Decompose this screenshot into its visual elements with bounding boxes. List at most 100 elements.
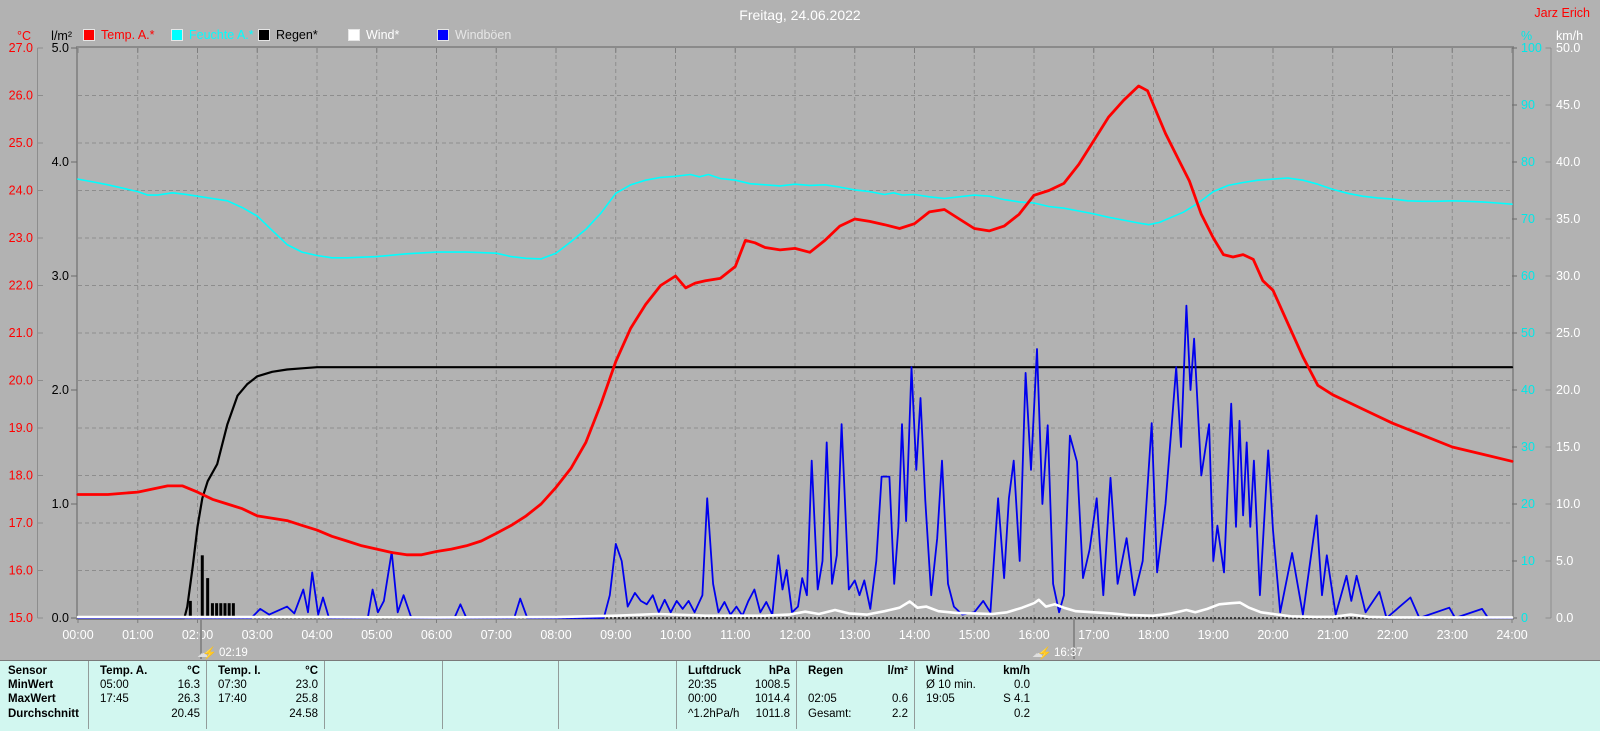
table-col-luftdruck: Luftdruck hPa 20:35 1008.5 00:00 1014.4 ^1.… <box>688 664 790 721</box>
legend-item-gusts: Windböen <box>437 28 511 42</box>
humidity-axis-label: 50 <box>1521 326 1535 340</box>
gusts-swatch-icon <box>437 29 449 41</box>
x-axis-label: 04:00 <box>301 628 332 642</box>
temp-axis-label: 25.0 <box>9 136 33 150</box>
x-axis-label: 06:00 <box>421 628 452 642</box>
table-row-header: MaxWert <box>8 693 56 706</box>
temp-axis-label: 19.0 <box>9 421 33 435</box>
rain-bar <box>215 603 219 618</box>
legend-label-gusts: Windböen <box>455 28 512 42</box>
temp-unit-label: °C <box>17 29 31 43</box>
wind-axis-label: 15.0 <box>1556 440 1580 454</box>
humidity-axis-label: 0 <box>1521 611 1528 625</box>
lightning-icon: ⚡ <box>1037 646 1052 660</box>
humidity-axis-label: 80 <box>1521 155 1535 169</box>
storm-marker-1: ☁ ⚡ 02:19 <box>197 646 248 660</box>
temp-axis-label: 21.0 <box>9 326 33 340</box>
rain-swatch-icon <box>258 29 270 41</box>
x-axis-label: 07:00 <box>481 628 512 642</box>
rain-bar <box>188 600 192 618</box>
rain-axis-label: 2.0 <box>52 383 69 397</box>
max-time: 00:00 <box>688 693 717 706</box>
legend-label-rain: Regen* <box>276 28 318 42</box>
col-header: Temp. I. <box>218 665 261 677</box>
rain-bar <box>227 603 231 618</box>
temp-axis-label: 17.0 <box>9 516 33 530</box>
x-axis-label: 16:00 <box>1018 628 1049 642</box>
wind-axis-label: 35.0 <box>1556 212 1580 226</box>
legend-label-humidity: Feuchte A.* <box>189 28 254 42</box>
wind-axis-label: 30.0 <box>1556 269 1580 283</box>
x-axis-label: 09:00 <box>600 628 631 642</box>
weather-chart: 15.0 16.0 17.0 18.0 19.0 20.0 21.0 22.0 23.0 24.0… <box>9 29 1583 659</box>
wind-axis-label: 50.0 <box>1556 41 1580 55</box>
max-time: 19:05 <box>926 693 955 706</box>
table-row-header: Durchschnitt <box>8 707 79 720</box>
table-divider <box>442 661 443 729</box>
table-divider <box>676 661 677 729</box>
series-feuchte-a- <box>77 173 1513 260</box>
avg-value: 20.45 <box>171 707 200 720</box>
lightning-icon: ⚡ <box>202 646 217 660</box>
temp-axis-label: 27.0 <box>9 41 33 55</box>
min-time: 20:35 <box>688 679 717 692</box>
humidity-axis-label: 30 <box>1521 440 1535 454</box>
col-header: Regen <box>808 665 844 677</box>
x-axis-label: 21:00 <box>1317 628 1348 642</box>
bottom-strip <box>0 731 1600 734</box>
temp-axis-label: 22.0 <box>9 279 33 293</box>
avg-value: 0.0 <box>1014 679 1030 692</box>
wind-unit-label: km/h <box>1556 29 1583 43</box>
storm-marker-2: ☁ ⚡ 16:37 <box>1032 646 1083 660</box>
humidity-axis-label: 40 <box>1521 383 1535 397</box>
max-value: 25.8 <box>295 693 318 706</box>
table-divider <box>558 661 559 729</box>
gust-avg-value: 0.2 <box>1014 707 1030 720</box>
col-header: Temp. A. <box>100 665 148 677</box>
table-col-regen: Regen l/m² 02:05 0.6 Gesamt: 2.2 <box>808 664 908 721</box>
table-col-wind: Wind km/h Ø 10 min. 0.0 19:05 S 4.1 0.2 <box>926 664 1030 721</box>
stats-table: Sensor MinWert MaxWert Durchschnitt Temp… <box>0 660 1600 731</box>
rain-bar <box>200 555 204 618</box>
legend-label-temp: Temp. A.* <box>101 28 155 42</box>
max-time: 02:05 <box>808 693 837 706</box>
min-time: 07:30 <box>218 679 247 692</box>
x-axis-label: 24:00 <box>1496 628 1527 642</box>
legend-item-wind: Wind* <box>348 28 399 42</box>
rain-axis-label: 1.0 <box>52 497 69 511</box>
legend-item-rain: Regen* <box>258 28 318 42</box>
wind-axis-label: 25.0 <box>1556 326 1580 340</box>
x-axis-label: 12:00 <box>779 628 810 642</box>
avg-value: 1011.8 <box>755 707 790 720</box>
max-value: S 4.1 <box>1003 693 1030 706</box>
sum-value: 2.2 <box>892 707 908 720</box>
humidity-axis-label: 20 <box>1521 497 1535 511</box>
humidity-axis-label: 70 <box>1521 212 1535 226</box>
temp-axis-label: 18.0 <box>9 469 33 483</box>
min-value: 23.0 <box>295 679 318 692</box>
rain-bar <box>219 603 223 618</box>
rain-axis-label: 0.0 <box>52 611 69 625</box>
legend-item-temp: Temp. A.* <box>83 28 155 42</box>
table-divider <box>914 661 915 729</box>
x-axis-label: 00:00 <box>62 628 93 642</box>
wind-axis-label: 10.0 <box>1556 497 1580 511</box>
temp-axis-label: 23.0 <box>9 231 33 245</box>
series-temp-a- <box>76 84 1514 557</box>
wind-axis-label: 40.0 <box>1556 155 1580 169</box>
x-axis-label: 10:00 <box>660 628 691 642</box>
legend-label-wind: Wind* <box>366 28 400 42</box>
col-unit: hPa <box>768 665 790 677</box>
table-col-rowheaders: Sensor MinWert MaxWert Durchschnitt <box>8 664 86 721</box>
cloud-icon: ☁ <box>197 647 208 660</box>
humidity-axis-label: 60 <box>1521 269 1535 283</box>
x-axis-label: 22:00 <box>1377 628 1408 642</box>
x-axis-label: 20:00 <box>1257 628 1288 642</box>
table-row-header: Sensor <box>8 665 47 677</box>
col-header: Wind <box>926 665 954 677</box>
col-unit: °C <box>305 665 318 677</box>
rain-bar <box>206 578 210 618</box>
x-axis-label: 23:00 <box>1437 628 1468 642</box>
watermark-author: Jarz Erich <box>1534 6 1590 20</box>
x-axis-label: 11:00 <box>720 628 750 642</box>
